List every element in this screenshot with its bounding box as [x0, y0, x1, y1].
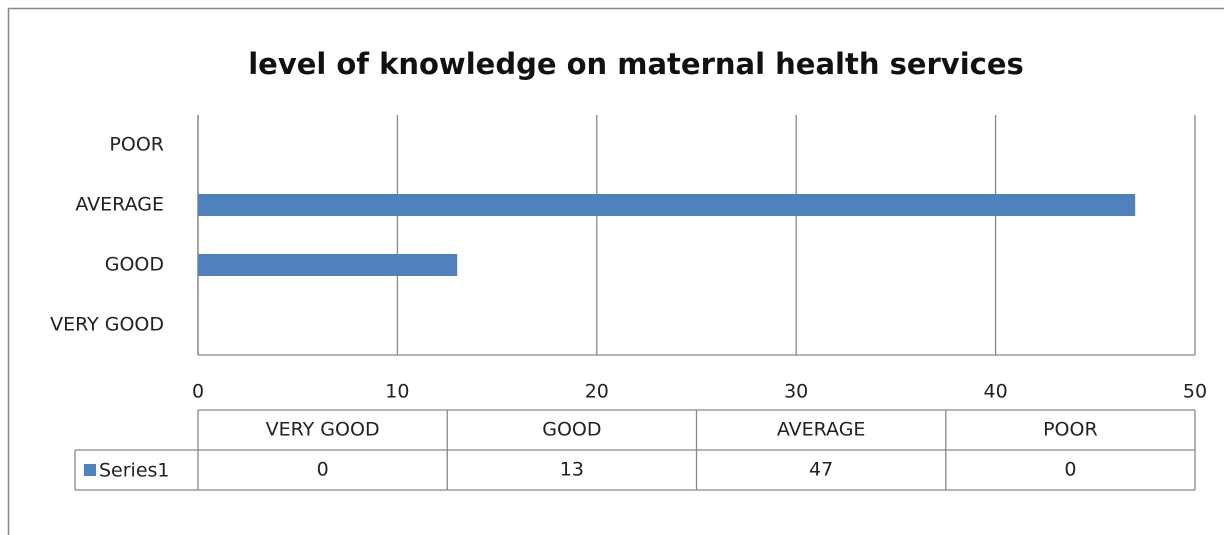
- table-header: VERY GOOD: [266, 419, 380, 441]
- x-tick-label: 20: [585, 381, 609, 403]
- y-tick-label: AVERAGE: [75, 194, 164, 216]
- table-value: 0: [1064, 459, 1076, 481]
- y-tick-label: POOR: [109, 134, 164, 156]
- y-tick-label: GOOD: [105, 254, 164, 276]
- table-header: GOOD: [542, 419, 601, 441]
- bar: [198, 194, 1136, 216]
- x-tick-label: 0: [192, 381, 204, 403]
- legend-swatch: [84, 464, 96, 476]
- legend-label: Series1: [99, 460, 170, 482]
- x-tick-label: 30: [784, 381, 808, 403]
- chart-frame: [7, 7, 1224, 535]
- table-value: 13: [560, 459, 584, 481]
- bar: [198, 254, 458, 276]
- x-tick-label: 10: [385, 381, 409, 403]
- chart-title: level of knowledge on maternal health se…: [248, 47, 1024, 81]
- x-tick-label: 40: [984, 381, 1008, 403]
- table-value: 47: [809, 459, 833, 481]
- table-header: POOR: [1043, 419, 1098, 441]
- table-value: 0: [317, 459, 329, 481]
- x-tick-label: 50: [1183, 381, 1207, 403]
- table-header: AVERAGE: [777, 419, 866, 441]
- y-tick-label: VERY GOOD: [50, 314, 164, 336]
